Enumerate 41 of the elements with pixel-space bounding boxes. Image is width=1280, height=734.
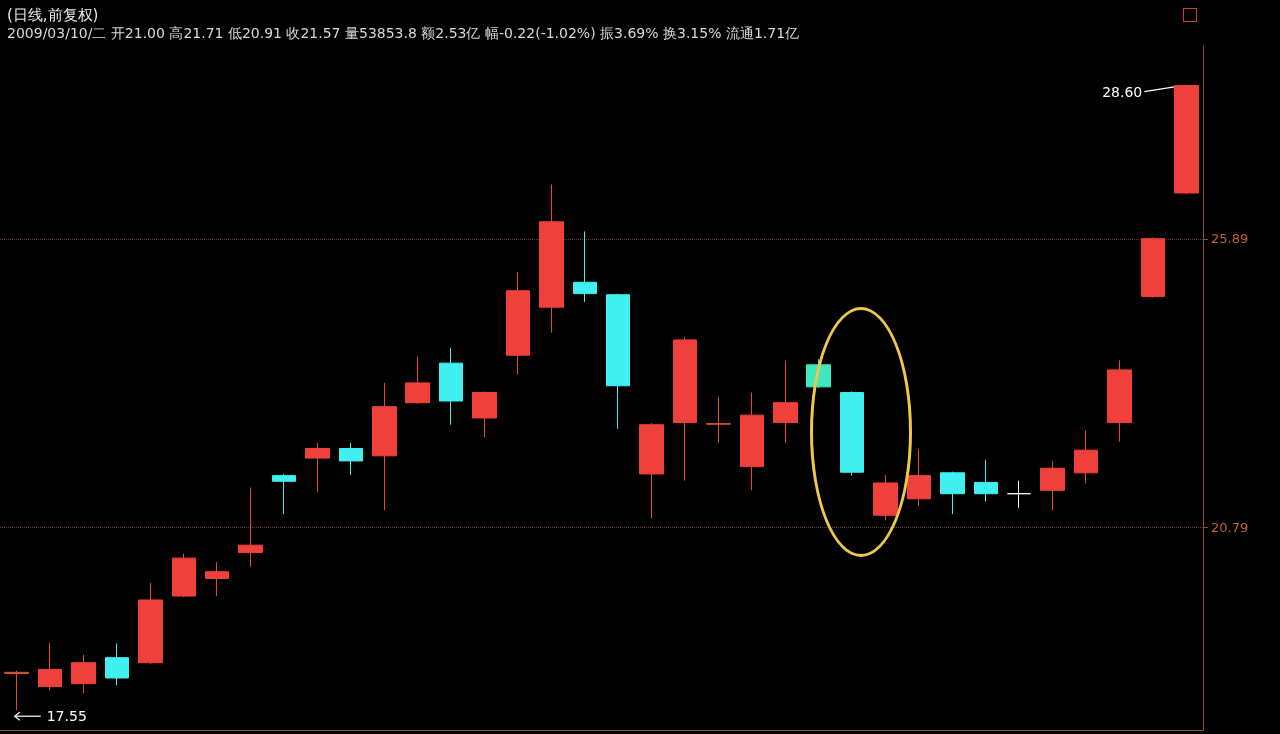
candlestick xyxy=(539,184,564,334)
candlestick xyxy=(940,471,965,515)
candlestick xyxy=(172,553,196,598)
candlestick xyxy=(573,230,597,303)
candlestick xyxy=(339,442,363,476)
candlestick xyxy=(405,355,430,405)
candlestick xyxy=(472,390,497,438)
candlestick xyxy=(105,643,129,686)
candlestick xyxy=(840,390,864,477)
candlestick xyxy=(4,670,29,711)
candlestick xyxy=(673,336,697,482)
y-tick-label: 20.79 xyxy=(1211,519,1249,535)
candlestick xyxy=(974,459,998,503)
candlestick xyxy=(238,486,263,568)
candlestick xyxy=(38,642,62,691)
candlestick xyxy=(272,473,296,515)
candlestick xyxy=(1174,85,1199,195)
candlestick xyxy=(773,360,798,444)
candlestick xyxy=(873,474,898,521)
y-tick-label: 25.89 xyxy=(1211,231,1249,247)
annotation: 28.60 xyxy=(1102,83,1143,100)
candlestick xyxy=(606,293,630,430)
candlestick xyxy=(506,271,530,375)
candlestick xyxy=(71,654,96,694)
candlestick xyxy=(1141,237,1165,299)
chart-title: (日线,前复权) xyxy=(7,5,99,24)
candlestick xyxy=(205,561,229,597)
candlestick xyxy=(740,392,764,491)
candlestick xyxy=(639,422,664,520)
chart-subtitle: 2009/03/10/二 开21.00 高21.71 低20.91 收21.57 量53853.8 额2.53亿 幅-0.22(-1.02%) 振3.69% 换3.15% 流通1.71亿 xyxy=(7,25,800,41)
candlestick xyxy=(907,448,931,507)
annotation: 17.55 xyxy=(46,708,87,725)
candlestick xyxy=(1007,480,1031,509)
candlestick xyxy=(439,347,463,426)
candlestick xyxy=(372,382,397,511)
candlestick xyxy=(1074,429,1098,485)
candlestick xyxy=(305,442,330,493)
candlestick xyxy=(138,582,163,665)
candlestick xyxy=(706,396,731,444)
candlestick xyxy=(1107,359,1132,443)
candlestick xyxy=(1040,460,1065,512)
